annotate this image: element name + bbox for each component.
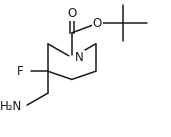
Text: O: O [93, 17, 102, 30]
Text: N: N [75, 51, 84, 64]
Text: H₂N: H₂N [0, 100, 22, 113]
Text: F: F [17, 65, 24, 78]
Text: O: O [67, 7, 76, 20]
